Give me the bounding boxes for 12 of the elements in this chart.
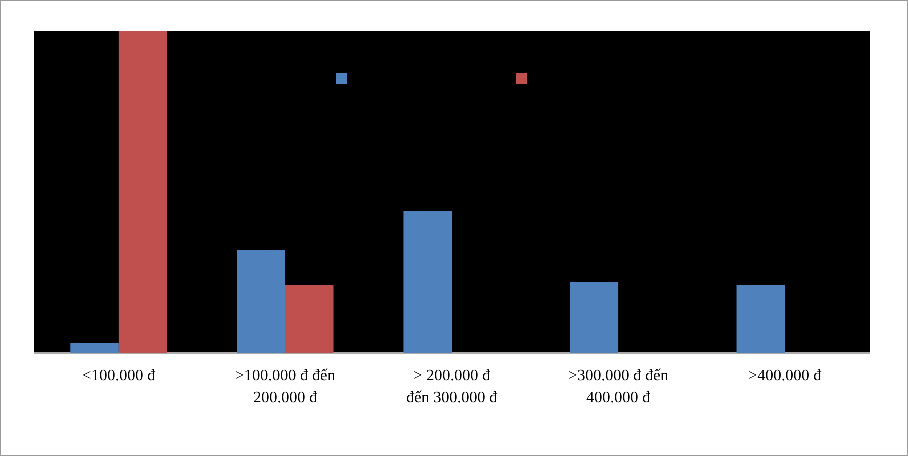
bar (118, 31, 168, 353)
bar (285, 285, 334, 353)
bar (736, 285, 786, 353)
bar (570, 282, 619, 353)
bar (237, 250, 286, 353)
x-tick-label: <100.000 đ (82, 368, 156, 384)
x-tick-label: >400.000 đ (748, 368, 822, 384)
bar (404, 211, 452, 353)
x-tick-label: >100.000 đ đến 200.000 đ (235, 368, 336, 406)
bar (70, 343, 119, 353)
x-tick-label: >300.000 đ đến 400.000 đ (568, 368, 669, 406)
x-tick-label: > 200.000 đ đến 300.000 đ (406, 368, 498, 406)
